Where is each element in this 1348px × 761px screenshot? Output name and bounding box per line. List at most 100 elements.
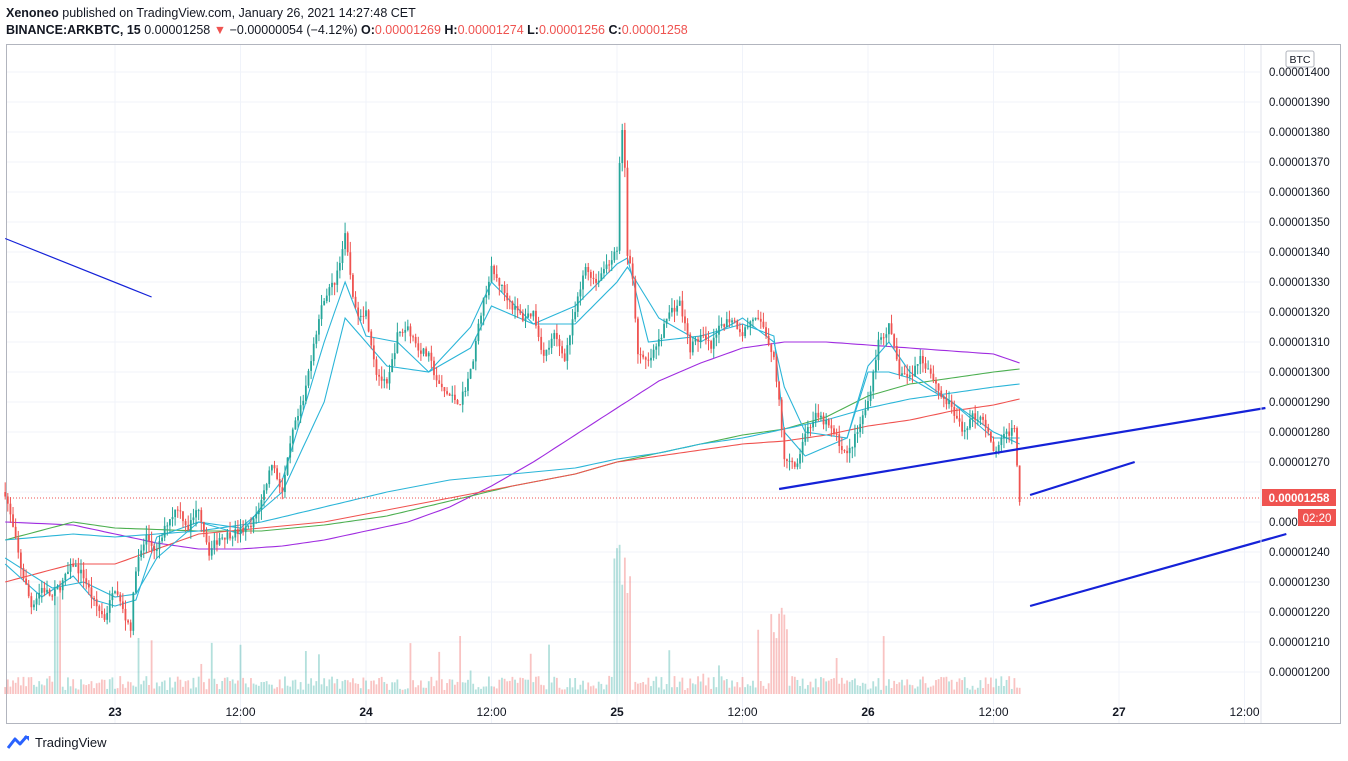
volume-bar [610,676,613,694]
publisher-name[interactable]: Xenoneo [6,6,59,20]
volume-bar [859,685,862,694]
price-tick-label: 0.00001210 [1269,637,1330,649]
low-label: L: [527,23,539,37]
volume-bar [205,689,208,694]
volume-bar [953,689,956,694]
symbol-label[interactable]: BINANCE:ARKBTC, 15 [6,23,141,37]
volume-bar [341,681,344,694]
volume-bar [950,679,953,694]
candle-body [174,509,177,518]
candle-body [982,416,984,420]
volume-bar [694,684,697,694]
candle-body [728,319,731,323]
candle-body [545,349,548,356]
volume-bar [388,689,391,694]
candle-body [948,400,950,405]
candle-body [443,387,446,392]
candle-body [665,318,668,324]
volume-bar [422,687,425,694]
tradingview-logo[interactable]: TradingView [7,734,107,750]
candle-body [901,373,903,376]
candle-body [388,372,391,384]
countdown-badge-text: 02:20 [1303,513,1332,525]
candle-body [158,541,161,550]
volume-bar [362,677,365,694]
volume-bar [59,589,61,694]
volume-bar [273,688,276,694]
candle-body [304,385,307,401]
candle-body [391,359,394,373]
candle-body [4,492,7,497]
price-tick-label: 0.00001390 [1269,97,1330,109]
candle-body [101,610,103,615]
candle-body [537,325,540,337]
candle-body [652,349,655,358]
candle-body [184,521,187,525]
currency-badge[interactable]: BTC [1285,50,1315,68]
volume-bar [660,677,663,694]
volume-bar [686,688,689,694]
volume-bar [467,679,469,694]
candle-body [179,510,182,512]
volume-bar [833,678,835,694]
candle-body [67,571,69,574]
volume-bar [477,687,480,694]
volume-bar [35,686,38,694]
volume-bar [762,685,765,694]
volume-bar [508,680,511,694]
candle-body [223,537,226,540]
candle-body [579,289,582,297]
candle-body [226,532,229,540]
candle-body [657,339,660,347]
candle-body [678,300,681,306]
volume-bar [971,685,974,694]
volume-bar [825,681,828,694]
volume-bar [265,681,268,694]
candle-body [671,307,673,313]
volume-bar [396,679,399,694]
candle-body [801,441,804,455]
candle-body [639,354,642,356]
volume-bar [516,682,519,694]
volume-bar [85,685,88,694]
volume-bar [250,678,252,694]
price-tick-label: 0.00001280 [1269,427,1330,439]
candle-body [127,620,129,623]
candle-body [119,594,122,602]
candle-body [404,329,407,333]
candle-body [61,580,64,591]
volume-bar [213,678,216,694]
volume-bar [961,680,964,694]
volume-bar [537,676,540,694]
volume-bar [247,687,250,694]
time-tick-label: 26 [861,705,875,719]
volume-bar [472,683,475,694]
candle-body [937,383,940,391]
candle-body [765,327,767,336]
candle-body [616,250,618,252]
volume-bar [997,685,1000,694]
volume-bar [835,658,838,694]
volume-bar [101,679,103,694]
volume-bar [312,685,315,694]
volume-bar [571,687,574,694]
volume-bar [793,676,796,694]
volume-bar [634,681,637,694]
candle-body [137,557,140,572]
candle-body [966,428,969,431]
candle-body [14,526,17,538]
close-label: C: [608,23,622,37]
candle-body [634,279,637,319]
candle-body [286,457,289,475]
candle-body [684,316,686,324]
volume-bar [176,676,179,694]
volume-bar [657,687,660,694]
volume-bar [19,685,22,694]
volume-bar [1003,686,1005,694]
candle-body [187,524,190,531]
volume-bar [822,678,825,694]
volume-bar [53,587,56,694]
candle-body [940,390,943,397]
candle-body [603,268,605,274]
